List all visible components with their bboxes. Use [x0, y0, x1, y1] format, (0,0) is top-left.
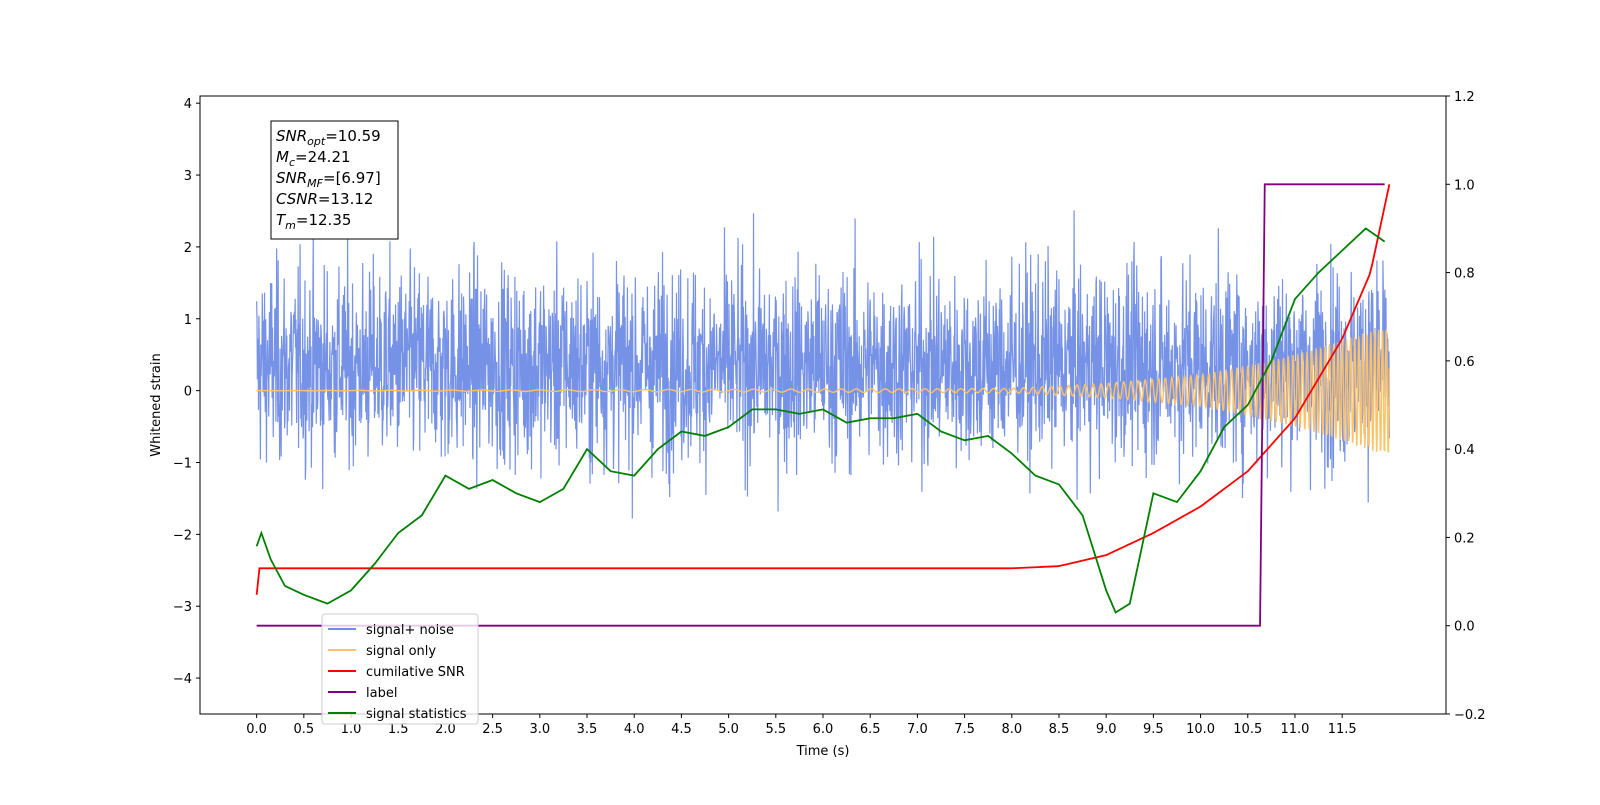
legend-label: signal+ noise — [366, 623, 454, 638]
info-box-line: SNRMF=[6.97] — [276, 169, 381, 190]
info-box-line: SNRopt=10.59 — [276, 127, 381, 148]
y-left-tick-label: −1 — [173, 456, 192, 471]
y-right-tick-label: 0.6 — [1454, 355, 1475, 370]
y-left-tick-label: 2 — [184, 241, 192, 256]
legend-label: label — [366, 686, 397, 701]
y-left-tick-label: 0 — [184, 385, 192, 400]
x-tick-label: 3.5 — [577, 722, 598, 737]
x-tick-label: 1.0 — [341, 722, 362, 737]
legend-frame — [321, 613, 479, 725]
info-box-line: Tm=12.35 — [276, 211, 351, 232]
x-tick-label: 6.5 — [860, 722, 881, 737]
info-symbol: CSNR — [276, 190, 318, 208]
x-tick-label: 10.0 — [1186, 722, 1215, 737]
x-tick-label: 7.5 — [954, 722, 975, 737]
info-box-line: Mc=24.21 — [276, 148, 351, 169]
info-symbol: SNR — [276, 169, 307, 187]
x-tick-label: 8.0 — [1001, 722, 1022, 737]
x-tick-label: 2.0 — [435, 722, 456, 737]
info-value: =10.59 — [325, 127, 381, 145]
info-symbol: T — [276, 211, 287, 229]
y-right-tick-label: 0.4 — [1454, 443, 1475, 458]
series-line-signal-only — [256, 329, 1391, 453]
y-right-tick-label: 0.8 — [1454, 267, 1475, 282]
series-line-signal-statistics — [255, 227, 1386, 614]
x-axis-label: Time (s) — [796, 744, 850, 759]
info-value: =12.35 — [296, 211, 352, 229]
y-axis-label: Whitened strain — [149, 353, 164, 456]
x-tick-label: 11.5 — [1328, 722, 1357, 737]
x-tick-label: 4.5 — [671, 722, 692, 737]
series-line-signal-noise — [256, 210, 1390, 519]
y-left-tick-label: 4 — [184, 97, 192, 112]
info-box-line: CSNR=13.12 — [276, 190, 373, 208]
info-value: =[6.97] — [323, 169, 381, 187]
x-tick-label: 10.5 — [1233, 722, 1262, 737]
x-tick-label: 4.0 — [624, 722, 645, 737]
y-right-tick-label: 1.2 — [1454, 90, 1475, 105]
info-symbol: M — [276, 148, 289, 166]
x-tick-label: 5.5 — [765, 722, 786, 737]
x-tick-label: 2.5 — [482, 722, 503, 737]
x-tick-label: 8.5 — [1049, 722, 1070, 737]
x-tick-label: 9.0 — [1096, 722, 1117, 737]
x-tick-label: 0.5 — [293, 722, 314, 737]
legend: signal+ noise signal only cumilative SNR la… — [321, 613, 479, 725]
info-subscript: opt — [307, 135, 326, 148]
y-left-tick-label: −3 — [173, 600, 192, 615]
series-line-label — [256, 183, 1385, 627]
x-tick-label: 5.0 — [718, 722, 739, 737]
y-left-tick-label: −4 — [173, 672, 192, 687]
x-axis: 0.0 0.5 1.0 1.5 2.0 2.5 3.0 3.5 4.0 4.5 5.0 5.5 6.0 6… — [246, 714, 1357, 737]
info-box-frame — [270, 120, 399, 240]
info-subscript: m — [285, 219, 296, 232]
series-line-cumilative-snr — [255, 184, 1391, 595]
y-axis-right: −0.2 0.0 0.2 0.4 0.6 0.8 1.0 1.2 — [1446, 90, 1486, 723]
x-tick-label: 6.0 — [813, 722, 834, 737]
info-value: =13.12 — [318, 190, 374, 208]
x-tick-label: 7.0 — [907, 722, 928, 737]
legend-label: cumilative SNR — [366, 665, 465, 680]
info-subscript: MF — [307, 177, 323, 190]
info-symbol: SNR — [276, 127, 307, 145]
y-right-tick-label: −0.2 — [1454, 708, 1486, 723]
y-axis-left: −4 −3 −2 −1 0 1 2 3 4 — [173, 97, 200, 687]
x-tick-label: 3.0 — [529, 722, 550, 737]
series-layer — [255, 183, 1391, 627]
x-tick-label: 11.0 — [1280, 722, 1309, 737]
y-left-tick-label: 3 — [184, 169, 192, 184]
x-tick-label: 9.5 — [1143, 722, 1164, 737]
y-right-tick-label: 0.2 — [1454, 531, 1475, 546]
info-box: SNRopt=10.59Mc=24.21SNRMF=[6.97]CSNR=13.… — [270, 120, 399, 240]
x-tick-label: 1.5 — [388, 722, 409, 737]
y-right-tick-label: 0.0 — [1454, 620, 1475, 635]
y-right-tick-label: 1.0 — [1454, 178, 1475, 193]
x-tick-label: 0.0 — [246, 722, 267, 737]
info-subscript: c — [289, 156, 295, 169]
legend-label: signal only — [366, 644, 436, 659]
info-value: =24.21 — [295, 148, 351, 166]
legend-label: signal statistics — [366, 707, 467, 722]
y-left-tick-label: −2 — [173, 528, 192, 543]
y-left-tick-label: 1 — [184, 313, 192, 328]
